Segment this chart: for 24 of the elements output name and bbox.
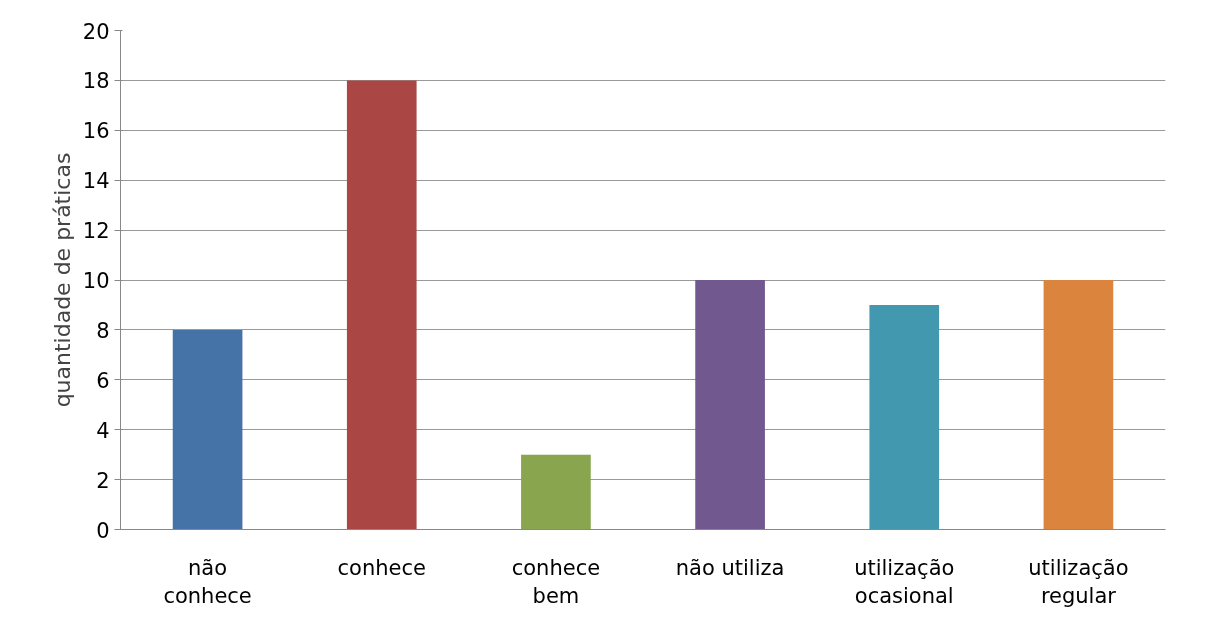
x-tick-label: conhece bem bbox=[511, 555, 601, 609]
y-tick-label: 14 bbox=[82, 169, 110, 194]
y-tick-label: 18 bbox=[82, 69, 110, 94]
y-tick-label: 0 bbox=[96, 518, 110, 543]
y-axis-title: quantidade de práticas bbox=[49, 152, 75, 408]
y-tick-label: 4 bbox=[96, 418, 110, 443]
x-tick-label: utilização ocasional bbox=[854, 555, 955, 609]
bar bbox=[521, 454, 591, 530]
bar bbox=[869, 304, 940, 530]
y-tick-label: 20 bbox=[82, 19, 110, 44]
y-tick-label: 10 bbox=[82, 269, 110, 293]
bar bbox=[172, 329, 243, 530]
x-tick-label: conhece bbox=[337, 555, 426, 580]
y-tick-label: 6 bbox=[96, 368, 110, 393]
y-tick-label: 12 bbox=[82, 219, 110, 244]
x-tick-label: não conhece bbox=[163, 555, 252, 609]
bar bbox=[346, 80, 417, 530]
bar bbox=[695, 280, 765, 530]
bar bbox=[1043, 280, 1114, 530]
y-tick-label: 16 bbox=[82, 119, 110, 144]
x-tick-label: utilização regular bbox=[1028, 555, 1129, 609]
y-tick-label: 8 bbox=[96, 318, 110, 343]
x-tick-label: não utiliza bbox=[675, 555, 785, 580]
y-tick-label: 2 bbox=[96, 468, 110, 493]
